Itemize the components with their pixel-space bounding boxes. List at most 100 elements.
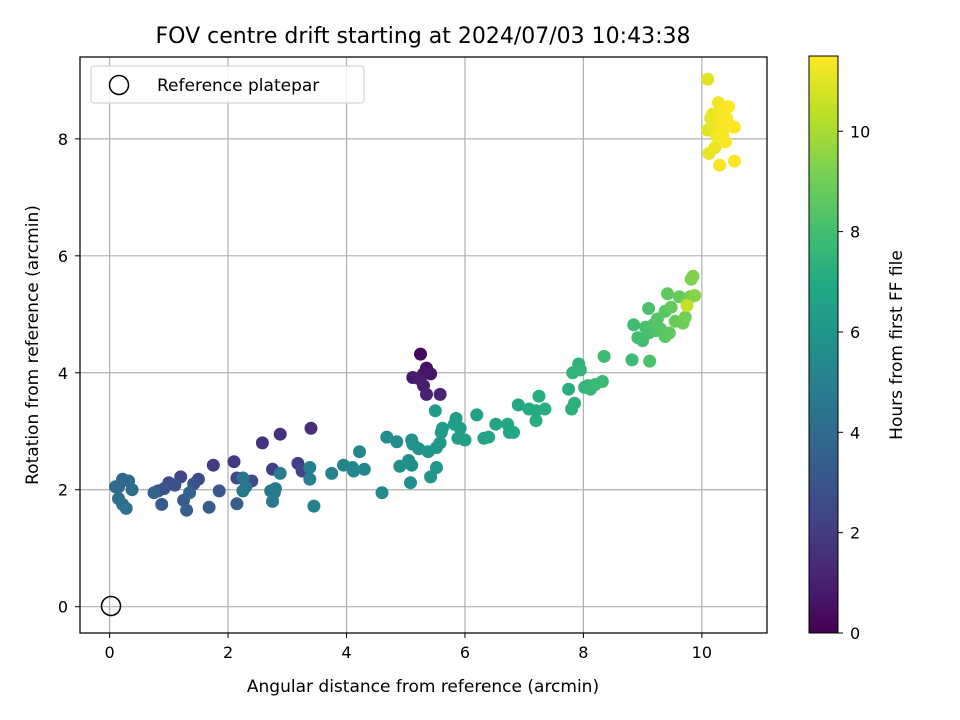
x-axis-label: Angular distance from reference (arcmin): [247, 677, 599, 697]
data-point: [678, 310, 692, 324]
legend-label: Reference platepar: [157, 76, 319, 96]
data-point: [125, 483, 139, 497]
chart-title: FOV centre drift starting at 2024/07/03 …: [156, 24, 691, 49]
colorbar-tick-label: 8: [850, 223, 860, 242]
data-point: [119, 501, 133, 515]
data-point: [708, 141, 722, 155]
colorbar: [808, 55, 839, 634]
data-point: [470, 408, 484, 422]
data-point: [688, 289, 702, 303]
x-tick-label: 6: [460, 643, 470, 662]
data-point: [562, 382, 576, 396]
data-point: [266, 494, 279, 508]
x-tick-label: 2: [223, 643, 233, 662]
data-point: [538, 402, 552, 416]
data-point: [168, 478, 182, 492]
colorbar-tick-label: 0: [850, 624, 860, 643]
y-tick-label: 8: [58, 130, 68, 149]
data-point: [719, 135, 732, 149]
data-point: [568, 396, 581, 410]
data-point: [420, 387, 433, 401]
data-point: [573, 363, 587, 377]
y-axis-ticks: 0 2 4 6 8: [58, 130, 80, 617]
data-point: [627, 318, 641, 332]
data-point: [722, 100, 735, 114]
data-point: [357, 462, 371, 476]
data-point: [507, 425, 520, 439]
data-point: [458, 433, 472, 447]
data-point: [268, 482, 282, 496]
data-point: [482, 430, 496, 444]
x-tick-label: 8: [578, 643, 588, 662]
data-point: [183, 486, 197, 500]
data-point: [375, 486, 389, 500]
data-point: [353, 445, 366, 459]
data-point: [273, 427, 287, 441]
data-point: [680, 299, 694, 312]
data-point: [529, 414, 543, 428]
data-point: [405, 433, 419, 447]
data-point: [206, 458, 220, 472]
data-point: [236, 484, 250, 498]
x-tick-label: 4: [341, 643, 351, 662]
data-point: [424, 470, 438, 484]
data-point: [227, 455, 241, 469]
data-point: [347, 464, 361, 478]
x-axis-ticks: 0 2 4 6 8 10: [105, 633, 712, 662]
data-point: [713, 158, 727, 172]
data-point: [304, 421, 318, 435]
colorbar-tick-label: 6: [850, 323, 860, 342]
data-point: [662, 326, 676, 340]
data-point: [202, 500, 216, 514]
data-point: [109, 480, 122, 494]
data-point: [404, 476, 417, 490]
x-tick-label: 10: [692, 643, 712, 662]
data-point: [424, 367, 438, 381]
data-point: [597, 349, 611, 363]
colorbar-ticks: 0 2 4 6 8 10: [838, 122, 870, 643]
colorbar-tick-label: 4: [850, 423, 860, 442]
data-point: [147, 486, 161, 500]
data-point: [414, 347, 427, 361]
data-points: [109, 72, 741, 517]
data-point: [433, 436, 447, 450]
legend-marker-icon: [108, 74, 130, 96]
data-point: [449, 411, 463, 425]
data-point: [255, 436, 269, 450]
data-point: [625, 353, 639, 367]
data-point: [380, 430, 394, 444]
data-point: [511, 398, 525, 412]
data-point: [405, 458, 419, 472]
y-tick-label: 0: [58, 598, 68, 617]
data-point: [664, 300, 678, 314]
data-point: [727, 120, 741, 134]
y-tick-label: 6: [58, 247, 68, 266]
data-point: [230, 497, 244, 511]
data-point: [428, 404, 442, 418]
data-point: [430, 461, 443, 474]
colorbar-tick-label: 10: [850, 122, 870, 141]
reference-marker: [100, 595, 122, 617]
data-point: [307, 499, 321, 513]
data-point: [273, 466, 287, 480]
data-point: [303, 461, 317, 474]
data-point: [155, 497, 169, 511]
data-point: [642, 302, 656, 315]
data-point: [180, 503, 194, 517]
data-point: [433, 387, 447, 401]
legend-box: [90, 65, 365, 104]
data-point: [701, 72, 715, 86]
data-point: [595, 375, 609, 388]
y-tick-label: 4: [58, 364, 68, 383]
data-point: [727, 154, 741, 168]
data-point: [643, 354, 657, 368]
data-point: [303, 472, 317, 486]
colorbar-tick-label: 2: [850, 524, 860, 543]
data-point: [489, 417, 503, 431]
grid-lines: [80, 57, 767, 633]
colorbar-label: Hours from first FF file: [887, 250, 907, 440]
x-tick-label: 0: [105, 643, 115, 662]
data-point: [436, 421, 449, 435]
y-axis-label: Rotation from reference (arcmin): [23, 205, 43, 485]
